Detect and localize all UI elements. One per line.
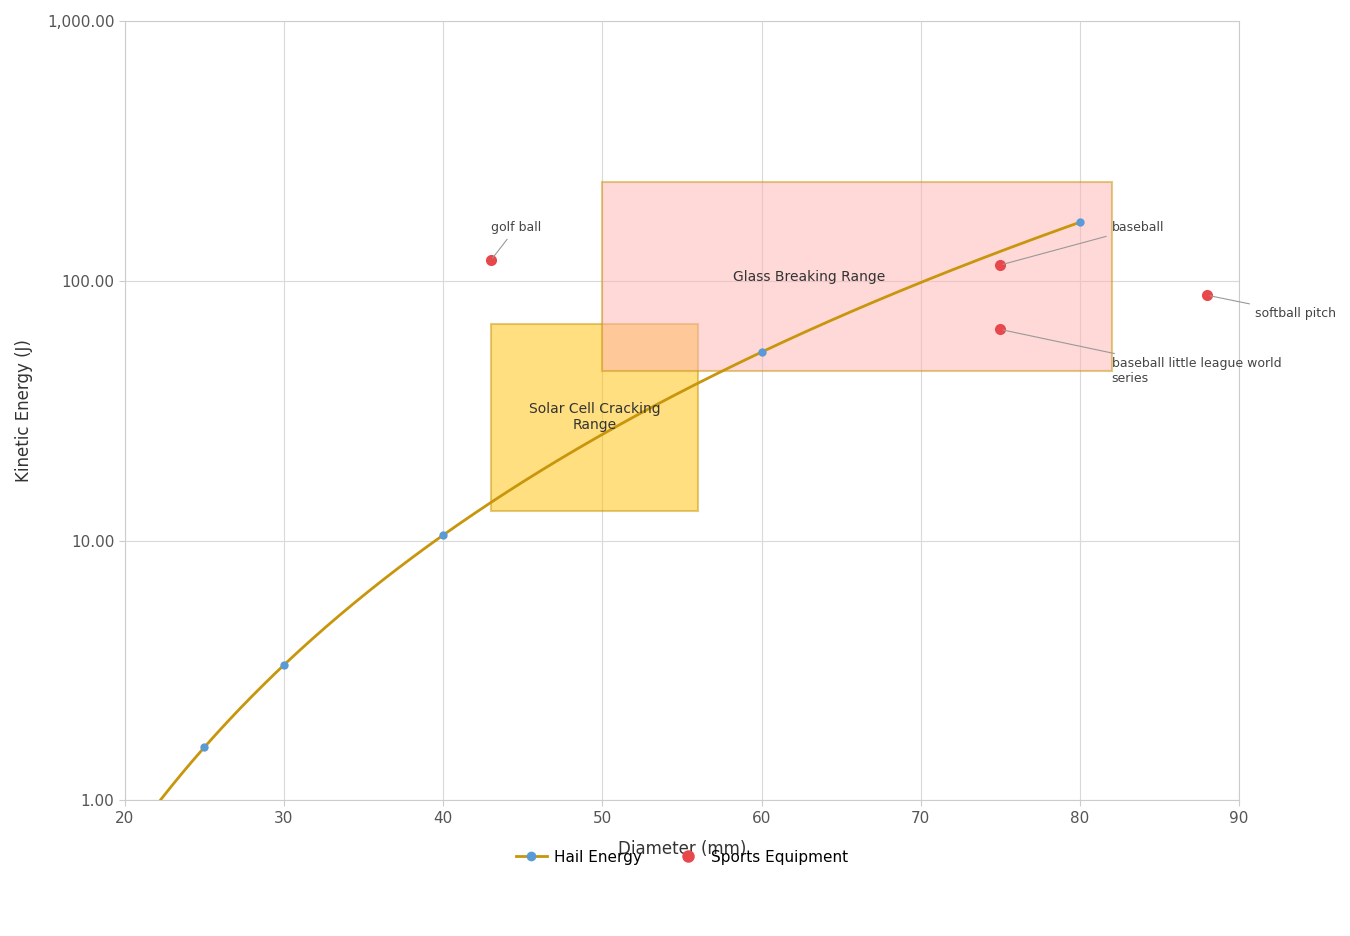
Text: Solar Cell Cracking
Range: Solar Cell Cracking Range — [529, 402, 660, 431]
Text: baseball little league world
series: baseball little league world series — [1003, 330, 1281, 385]
Text: softball pitch: softball pitch — [1210, 296, 1336, 320]
X-axis label: Diameter (mm): Diameter (mm) — [618, 840, 747, 857]
Y-axis label: Kinetic Energy (J): Kinetic Energy (J) — [15, 339, 32, 482]
Text: golf ball: golf ball — [491, 221, 541, 258]
Bar — [602, 182, 1111, 371]
Legend: Hail Energy, Sports Equipment: Hail Energy, Sports Equipment — [510, 843, 855, 870]
Text: baseball: baseball — [1003, 221, 1164, 264]
Bar — [491, 324, 698, 511]
Text: Glass Breaking Range: Glass Breaking Range — [733, 271, 886, 285]
